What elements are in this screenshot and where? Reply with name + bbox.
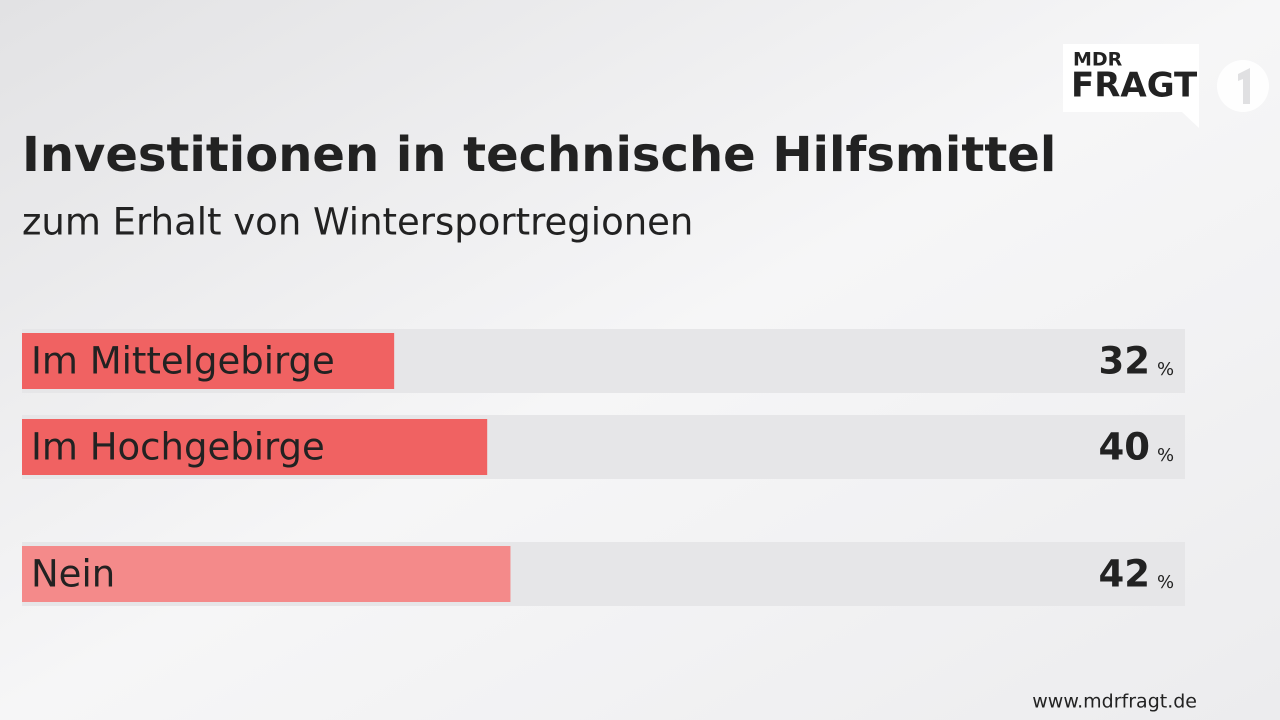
ard-logo-mark xyxy=(1238,68,1250,104)
value-label: 42 xyxy=(1099,553,1151,596)
value-label: 32 xyxy=(1099,340,1151,383)
chart-title: Investitionen in technische Hilfsmittel xyxy=(22,127,1056,183)
bar xyxy=(22,333,395,389)
chart-subtitle: zum Erhalt von Wintersportregionen xyxy=(22,201,693,244)
value-unit: % xyxy=(1157,359,1174,380)
value-unit: % xyxy=(1157,572,1174,593)
value-label: 40 xyxy=(1099,426,1151,469)
logo-badge xyxy=(1063,44,1199,128)
value-unit: % xyxy=(1157,445,1174,466)
category-label: Im Mittelgebirge xyxy=(31,340,335,383)
logo-bottom: FRAGT xyxy=(1071,66,1198,106)
logo: MDR FRAGT xyxy=(1063,44,1269,128)
source: www.mdrfragt.de xyxy=(1032,691,1197,713)
category-label: Im Hochgebirge xyxy=(31,426,325,469)
category-label: Nein xyxy=(31,553,115,596)
logo-top: MDR xyxy=(1073,49,1123,71)
bar xyxy=(22,419,488,475)
bar xyxy=(22,546,511,602)
